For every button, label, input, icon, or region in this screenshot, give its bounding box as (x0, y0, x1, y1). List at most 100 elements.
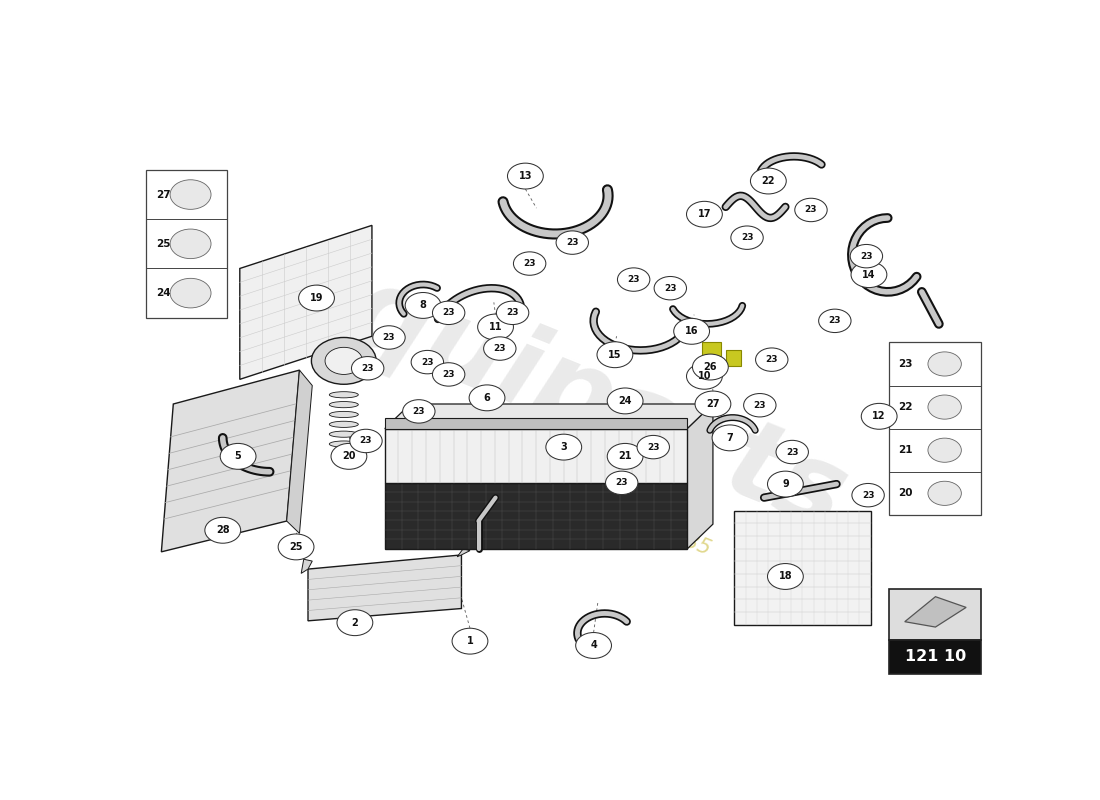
Bar (385, 482, 688, 549)
Ellipse shape (329, 392, 359, 398)
Text: 22: 22 (761, 176, 776, 186)
Text: a passion for parts since 1985: a passion for parts since 1985 (414, 422, 714, 558)
Circle shape (403, 400, 434, 423)
Circle shape (730, 226, 763, 250)
Circle shape (928, 482, 961, 506)
Circle shape (637, 435, 670, 459)
Text: 7: 7 (727, 433, 734, 443)
Circle shape (557, 231, 588, 254)
Circle shape (597, 342, 632, 368)
Circle shape (607, 388, 644, 414)
Circle shape (350, 430, 382, 453)
Circle shape (795, 198, 827, 222)
Circle shape (514, 252, 546, 275)
Text: 23: 23 (360, 437, 372, 446)
Text: 19: 19 (310, 293, 323, 303)
Text: 23: 23 (494, 344, 506, 353)
Circle shape (326, 347, 363, 374)
Text: 27: 27 (156, 190, 170, 199)
Text: 23: 23 (506, 308, 519, 318)
Text: 5: 5 (234, 451, 242, 462)
Polygon shape (308, 555, 462, 621)
Bar (702, 342, 721, 361)
Text: 20: 20 (342, 451, 355, 462)
Polygon shape (458, 549, 470, 557)
Text: 22: 22 (898, 402, 912, 412)
Bar (735, 510, 871, 625)
Circle shape (432, 301, 465, 325)
Circle shape (546, 434, 582, 460)
Text: 27: 27 (706, 399, 719, 409)
Bar (890, 640, 981, 674)
Text: 25: 25 (289, 542, 302, 552)
Text: 9: 9 (782, 479, 789, 489)
Circle shape (496, 301, 529, 325)
Circle shape (507, 163, 543, 189)
Text: 23: 23 (442, 308, 455, 318)
Polygon shape (904, 597, 966, 627)
Polygon shape (287, 370, 312, 534)
Circle shape (693, 354, 728, 380)
Circle shape (673, 318, 710, 344)
Text: 6: 6 (484, 393, 491, 403)
Polygon shape (301, 559, 312, 574)
Ellipse shape (329, 441, 359, 447)
Text: 13: 13 (518, 171, 532, 181)
Bar (726, 350, 741, 366)
Text: 4: 4 (591, 641, 597, 650)
Text: 23: 23 (362, 364, 374, 373)
Text: 15: 15 (608, 350, 622, 360)
Ellipse shape (329, 431, 359, 438)
Text: 23: 23 (616, 478, 628, 487)
Circle shape (605, 471, 638, 494)
Text: 10: 10 (697, 371, 712, 382)
Circle shape (654, 277, 686, 300)
Circle shape (432, 362, 465, 386)
Text: 23: 23 (740, 233, 754, 242)
Circle shape (278, 534, 314, 560)
Text: 1: 1 (466, 636, 473, 646)
Circle shape (686, 202, 723, 227)
Circle shape (607, 443, 644, 470)
Circle shape (617, 268, 650, 291)
Circle shape (170, 278, 211, 308)
Circle shape (768, 471, 803, 497)
Text: 25: 25 (156, 239, 170, 249)
Circle shape (851, 483, 884, 507)
Circle shape (170, 180, 211, 210)
Text: 21: 21 (618, 451, 631, 462)
Circle shape (298, 285, 334, 311)
Ellipse shape (329, 422, 359, 427)
Polygon shape (240, 226, 372, 379)
Text: 23: 23 (566, 238, 579, 247)
Bar (890, 589, 981, 640)
Text: 20: 20 (898, 488, 912, 498)
Circle shape (928, 395, 961, 419)
Text: 28: 28 (216, 526, 230, 535)
Bar (385, 429, 688, 482)
Text: 24: 24 (618, 396, 631, 406)
Text: 23: 23 (861, 490, 875, 500)
Circle shape (220, 443, 256, 470)
Circle shape (477, 314, 514, 340)
Circle shape (928, 438, 961, 462)
Text: 23: 23 (421, 358, 433, 366)
Bar (385, 418, 688, 429)
Bar (890, 342, 981, 515)
Bar (146, 170, 227, 318)
Text: 23: 23 (647, 442, 660, 452)
Circle shape (331, 443, 366, 470)
Circle shape (928, 352, 961, 376)
Text: 23: 23 (412, 407, 425, 416)
Text: 23: 23 (754, 401, 766, 410)
Text: 16: 16 (685, 326, 698, 336)
Circle shape (411, 350, 443, 374)
Text: 24: 24 (156, 288, 170, 298)
Text: 11: 11 (488, 322, 503, 332)
Text: 2: 2 (352, 618, 359, 628)
Text: 23: 23 (383, 333, 395, 342)
Circle shape (352, 357, 384, 380)
Text: 23: 23 (442, 370, 455, 379)
Circle shape (776, 440, 808, 464)
Circle shape (818, 309, 851, 333)
